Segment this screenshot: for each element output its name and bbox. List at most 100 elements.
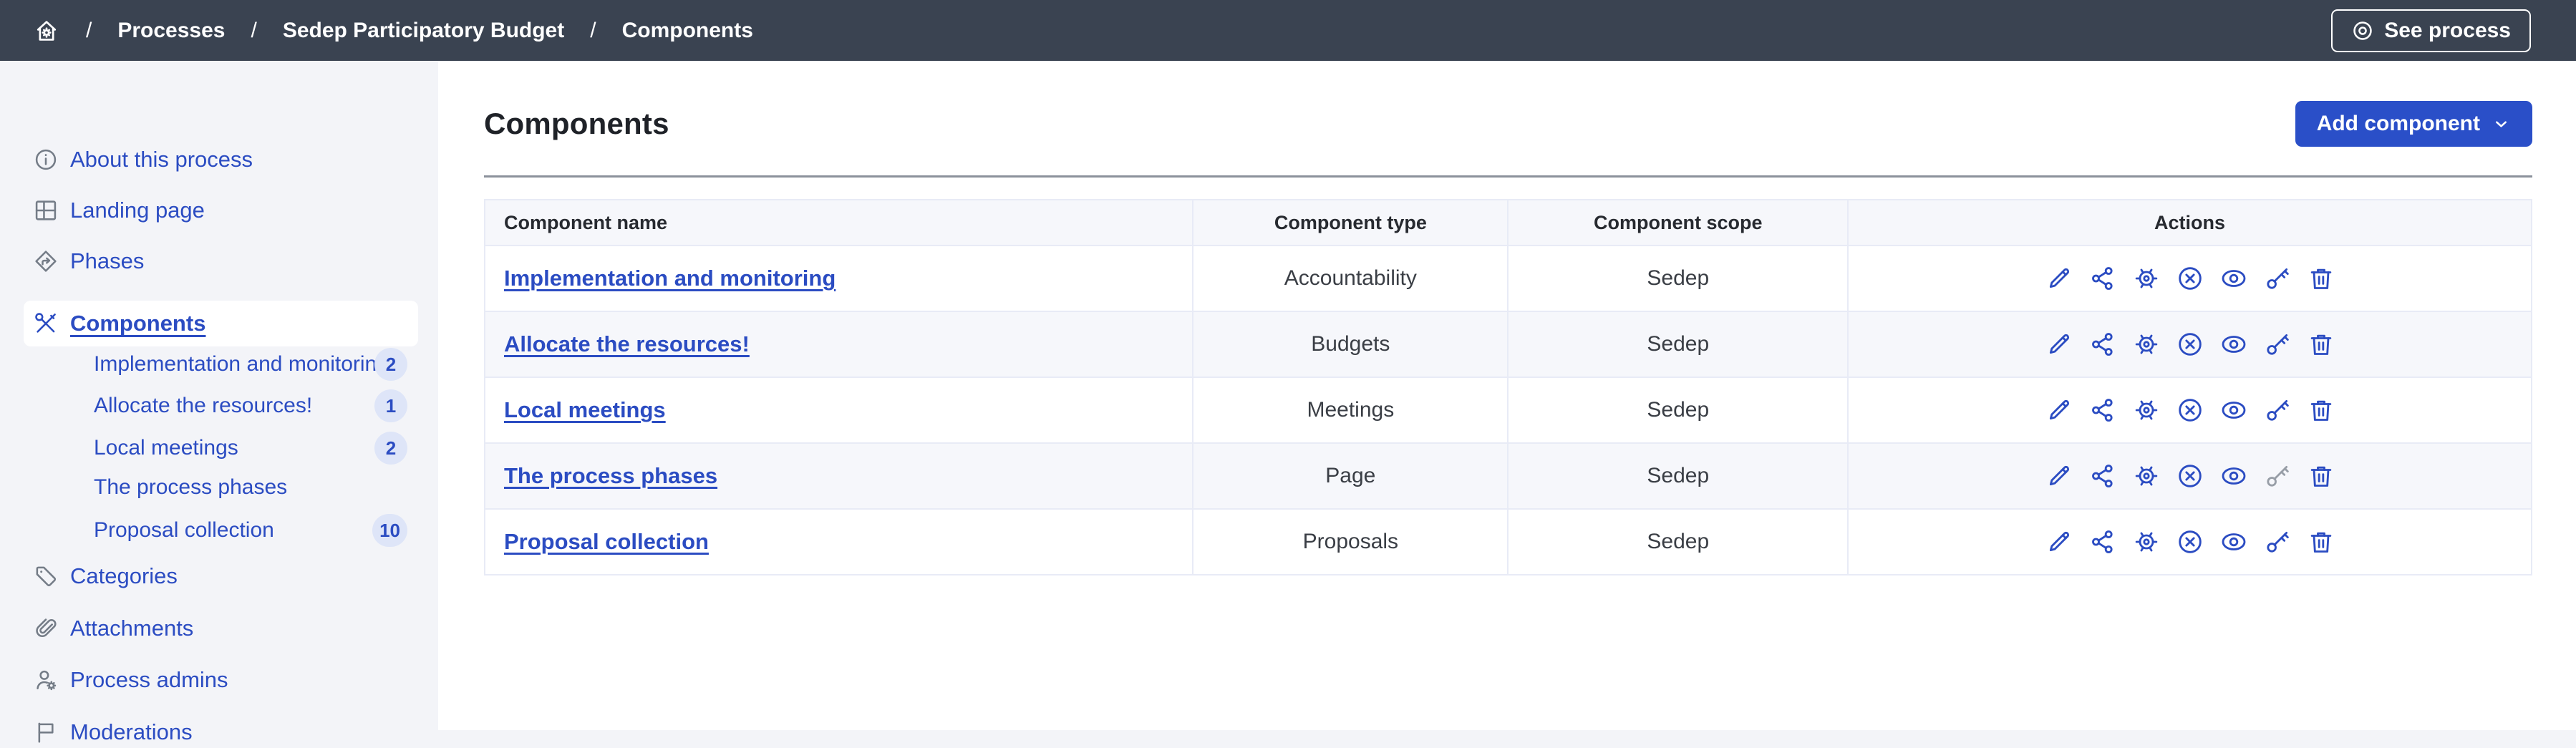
sidebar-item-local-meetings[interactable]: Local meetings 2 (0, 432, 438, 465)
configure-icon[interactable] (2132, 264, 2161, 293)
count-badge: 10 (372, 514, 407, 547)
count-badge: 2 (374, 432, 407, 465)
unpublish-icon[interactable] (2176, 396, 2204, 424)
component-type-cell: Proposals (1192, 508, 1509, 575)
preview-icon[interactable] (2219, 528, 2248, 556)
preview-icon[interactable] (2219, 396, 2248, 424)
sidebar-item-the-process-phases[interactable]: The process phases (0, 472, 438, 503)
sidebar-item-allocate-the-resources[interactable]: Allocate the resources! 1 (0, 389, 438, 422)
share-icon[interactable] (2088, 462, 2117, 490)
table-row: Allocate the resources! Budgets Sedep (483, 311, 2532, 378)
component-type-cell: Page (1192, 442, 1509, 510)
edit-icon[interactable] (2045, 264, 2073, 293)
chevron-down-icon (2492, 115, 2511, 134)
tools-icon (33, 311, 59, 336)
component-link[interactable]: The process phases (504, 463, 718, 488)
table-row: Local meetings Meetings Sedep (483, 377, 2532, 444)
sidebar-item-process-admins[interactable]: Process admins (0, 664, 438, 696)
phases-icon (33, 248, 59, 274)
sidebar-item-implementation-and-monitoring[interactable]: Implementation and monitoring 2 (0, 348, 438, 381)
permissions-icon[interactable] (2263, 528, 2292, 556)
sidebar-item-label: Implementation and monitoring (94, 352, 389, 376)
sidebar-item-label: Components (70, 311, 206, 336)
edit-icon[interactable] (2045, 462, 2073, 490)
row-actions (1849, 264, 2531, 293)
permissions-icon[interactable] (2263, 462, 2292, 490)
table-row: The process phases Page Sedep (483, 442, 2532, 510)
permissions-icon[interactable] (2263, 330, 2292, 359)
share-icon[interactable] (2088, 264, 2117, 293)
sidebar-item-label: Attachments (70, 616, 194, 641)
component-scope-cell: Sedep (1507, 442, 1849, 510)
delete-icon[interactable] (2307, 462, 2335, 490)
component-link[interactable]: Implementation and monitoring (504, 266, 836, 291)
header-actions: Actions (1847, 199, 2532, 246)
header-component-name: Component name (483, 199, 1194, 246)
component-scope-cell: Sedep (1507, 508, 1849, 575)
table-header-row: Component name Component type Component … (483, 199, 2532, 246)
add-component-button[interactable]: Add component (2295, 101, 2532, 147)
component-scope-cell: Sedep (1507, 311, 1849, 378)
preview-icon[interactable] (2219, 264, 2248, 293)
active-item-highlight (24, 301, 418, 346)
sidebar-item-label: Landing page (70, 198, 205, 223)
components-table: Component name Component type Component … (483, 199, 2532, 575)
configure-icon[interactable] (2132, 396, 2161, 424)
share-icon[interactable] (2088, 330, 2117, 359)
component-link[interactable]: Allocate the resources! (504, 331, 750, 356)
share-icon[interactable] (2088, 528, 2117, 556)
edit-icon[interactable] (2045, 396, 2073, 424)
breadcrumb-separator: / (590, 18, 596, 42)
sidebar-item-categories[interactable]: Categories (0, 560, 438, 592)
unpublish-icon[interactable] (2176, 462, 2204, 490)
sidebar-item-label: Moderations (70, 719, 193, 744)
sidebar-item-label: Local meetings (94, 436, 238, 460)
sidebar-item-label: The process phases (94, 475, 288, 499)
title-divider (484, 175, 2532, 178)
breadcrumb-process-name[interactable]: Sedep Participatory Budget (282, 18, 565, 42)
unpublish-icon[interactable] (2176, 330, 2204, 359)
unpublish-icon[interactable] (2176, 264, 2204, 293)
flag-icon (33, 719, 59, 745)
see-process-button[interactable]: See process (2331, 9, 2531, 52)
component-type-cell: Budgets (1192, 311, 1509, 378)
configure-icon[interactable] (2132, 330, 2161, 359)
user-gear-icon (33, 667, 59, 693)
sidebar-item-phases[interactable]: Phases (0, 246, 438, 277)
delete-icon[interactable] (2307, 330, 2335, 359)
sidebar-item-attachments[interactable]: Attachments (0, 613, 438, 644)
sidebar-item-about-this-process[interactable]: About this process (0, 144, 438, 175)
count-badge: 1 (374, 389, 407, 422)
permissions-icon[interactable] (2263, 396, 2292, 424)
sidebar-item-landing-page[interactable]: Landing page (0, 195, 438, 226)
component-link[interactable]: Proposal collection (504, 529, 709, 554)
sidebar-item-label: Phases (70, 248, 145, 273)
table-row: Implementation and monitoring Accountabi… (483, 245, 2532, 312)
breadcrumb-separator: / (251, 18, 257, 42)
see-process-label: See process (2384, 18, 2511, 42)
delete-icon[interactable] (2307, 264, 2335, 293)
configure-icon[interactable] (2132, 462, 2161, 490)
sidebar-item-moderations[interactable]: Moderations (0, 717, 438, 748)
delete-icon[interactable] (2307, 528, 2335, 556)
component-link[interactable]: Local meetings (504, 397, 666, 422)
sidebar-item-components[interactable]: Components (0, 308, 438, 339)
breadcrumb-components[interactable]: Components (621, 18, 753, 42)
preview-icon[interactable] (2219, 462, 2248, 490)
preview-icon[interactable] (2219, 330, 2248, 359)
row-actions (1849, 396, 2531, 424)
unpublish-icon[interactable] (2176, 528, 2204, 556)
configure-icon[interactable] (2132, 528, 2161, 556)
edit-icon[interactable] (2045, 330, 2073, 359)
share-icon[interactable] (2088, 396, 2117, 424)
top-bar: / Processes / Sedep Participatory Budget… (0, 0, 2576, 61)
row-actions (1849, 330, 2531, 359)
delete-icon[interactable] (2307, 396, 2335, 424)
permissions-icon[interactable] (2263, 264, 2292, 293)
preview-eye-icon (2351, 19, 2374, 42)
breadcrumb-processes[interactable]: Processes (117, 18, 226, 42)
home-icon[interactable] (33, 17, 60, 44)
edit-icon[interactable] (2045, 528, 2073, 556)
sidebar-item-proposal-collection[interactable]: Proposal collection 10 (0, 514, 438, 547)
breadcrumb: / Processes / Sedep Participatory Budget… (33, 17, 753, 44)
